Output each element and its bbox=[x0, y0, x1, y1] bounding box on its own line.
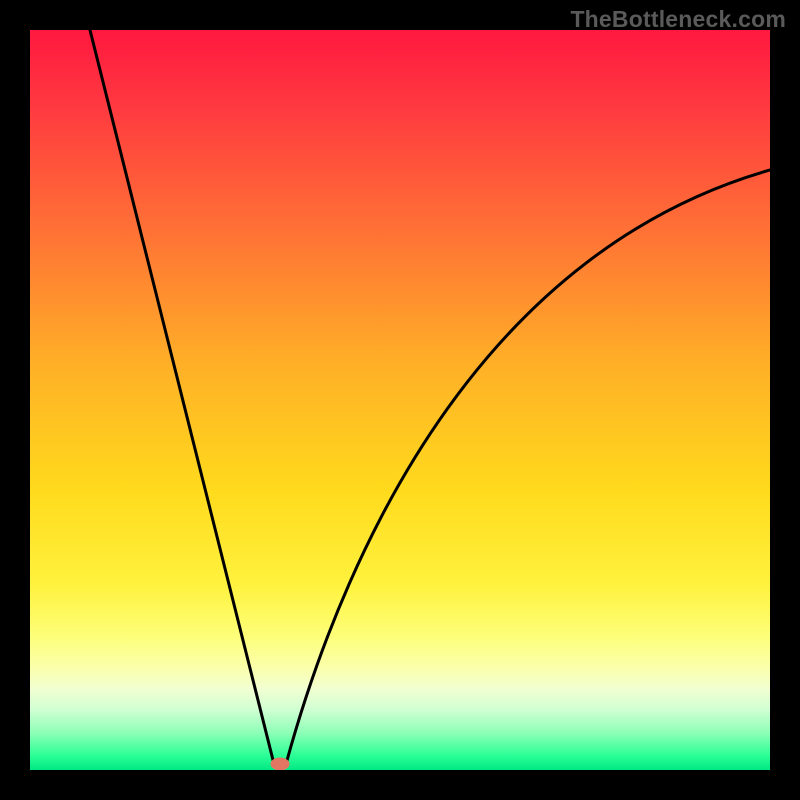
chart-frame: TheBottleneck.com bbox=[0, 0, 800, 800]
plot-area bbox=[30, 30, 770, 770]
watermark-text: TheBottleneck.com bbox=[570, 6, 786, 33]
plot-background-gradient bbox=[30, 30, 770, 770]
